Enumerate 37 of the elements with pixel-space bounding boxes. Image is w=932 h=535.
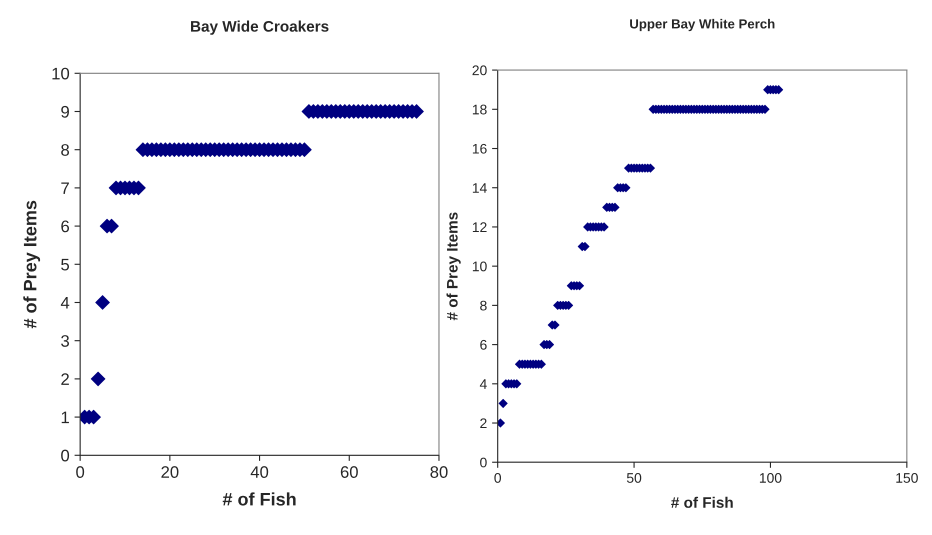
y-tick-label: 20 bbox=[472, 65, 487, 76]
x-axis-title: # of Fish bbox=[222, 492, 296, 506]
y-tick-label: 8 bbox=[61, 144, 70, 156]
x-tick-label: 50 bbox=[626, 473, 642, 483]
x-axis-title: # of Fish bbox=[671, 496, 733, 508]
y-tick-label: 2 bbox=[61, 373, 69, 385]
y-tick-label: 10 bbox=[52, 68, 70, 80]
y-tick-label: 1 bbox=[62, 412, 69, 424]
y-tick-label: 14 bbox=[472, 183, 487, 193]
x-tick-label: 20 bbox=[161, 466, 178, 478]
y-tick-label: 0 bbox=[61, 450, 70, 462]
x-tick-label: 100 bbox=[760, 473, 782, 483]
y-tick-label: 9 bbox=[61, 106, 69, 118]
y-tick-label: 6 bbox=[480, 340, 487, 350]
x-tick-label: 150 bbox=[896, 473, 918, 483]
x-tick-label: 0 bbox=[494, 473, 502, 483]
y-tick-label: 4 bbox=[480, 379, 487, 389]
y-tick-label: 10 bbox=[472, 261, 487, 272]
y-tick-label: 0 bbox=[480, 458, 487, 468]
y-tick-label: 16 bbox=[472, 144, 487, 154]
y-tick-label: 6 bbox=[61, 220, 70, 232]
chart-title: Upper Bay White Perch bbox=[630, 18, 774, 32]
y-tick-label: 8 bbox=[480, 300, 487, 311]
y-tick-label: 12 bbox=[472, 222, 487, 232]
y-tick-label: 18 bbox=[472, 104, 487, 114]
y-tick-label: 5 bbox=[61, 258, 70, 270]
y-tick-label: 3 bbox=[61, 335, 70, 347]
y-axis-title: # of Prey Items bbox=[23, 200, 40, 328]
x-tick-label: 0 bbox=[76, 466, 84, 478]
x-tick-label: 60 bbox=[340, 466, 358, 478]
y-axis-title: # of Prey Items bbox=[446, 212, 461, 320]
y-tick-label: 2 bbox=[480, 418, 487, 428]
chart-title: Bay Wide Croakers bbox=[191, 20, 328, 35]
x-tick-label: 40 bbox=[250, 466, 268, 478]
x-tick-label: 80 bbox=[430, 466, 448, 478]
y-tick-label: 4 bbox=[60, 297, 70, 309]
y-tick-label: 7 bbox=[61, 182, 69, 194]
